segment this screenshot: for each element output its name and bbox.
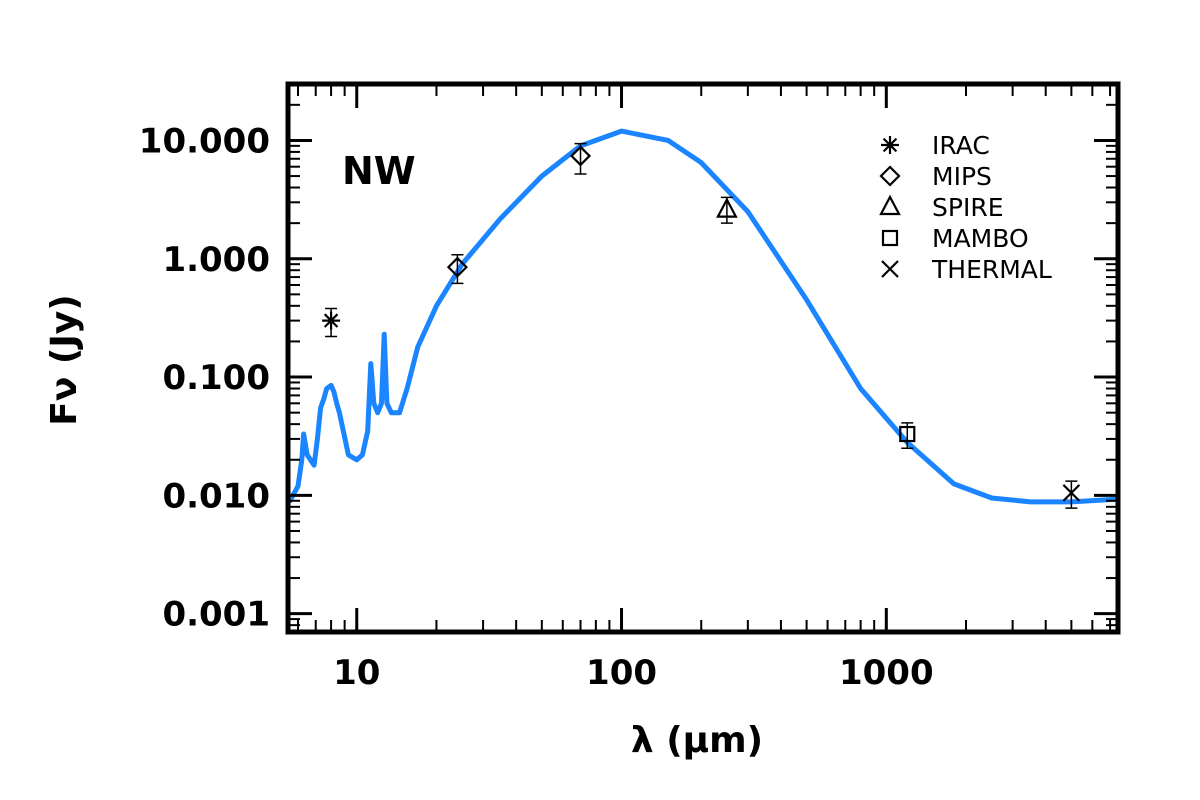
- mips-1-error-bar: [574, 142, 587, 175]
- legend-label-thermal: THERMAL: [931, 255, 1052, 284]
- y-tick-label: 10.000: [139, 121, 270, 161]
- y-axis-title: Fν (Jy): [44, 294, 85, 425]
- legend-symbol-mips: [879, 165, 901, 187]
- legend-label-mips: MIPS: [932, 162, 992, 191]
- thermal-0-point: [1062, 484, 1081, 502]
- x-tick-label: 100: [586, 653, 657, 693]
- irac-0-point: [322, 311, 341, 330]
- plot-frame: [285, 81, 1121, 635]
- model-curve: [287, 128, 1121, 505]
- thermal-0-error-bar: [1065, 480, 1078, 509]
- legend-label-spire: SPIRE: [932, 193, 1003, 222]
- x-axis-title: λ (μm): [631, 720, 763, 761]
- mambo-0-point: [899, 425, 916, 443]
- legend-symbol-irac: [881, 136, 899, 154]
- x-tick-label: 10: [333, 653, 380, 693]
- legend-symbol-spire: [879, 194, 901, 216]
- y-tick-label: 0.010: [162, 476, 270, 516]
- legend-label-mambo: MAMBO: [932, 224, 1029, 253]
- panel-label: NW: [342, 149, 416, 193]
- legend-symbol-thermal: [881, 260, 899, 278]
- y-tick-label: 1.000: [162, 240, 270, 280]
- legend-label-irac: IRAC: [932, 131, 990, 160]
- legend-symbol-mambo: [881, 229, 899, 247]
- y-tick-label: 0.001: [162, 595, 270, 635]
- axes-layer: 10 100 1000 0.001 0.010 0.100 1.000 10.000: [139, 84, 1118, 693]
- y-tick-label: 0.100: [162, 358, 270, 398]
- spire-0-point: [716, 197, 738, 218]
- mips-1-point: [569, 145, 592, 167]
- plot-layer: [287, 128, 1121, 509]
- x-tick-label: 1000: [839, 653, 934, 693]
- mips-0-point: [446, 256, 468, 278]
